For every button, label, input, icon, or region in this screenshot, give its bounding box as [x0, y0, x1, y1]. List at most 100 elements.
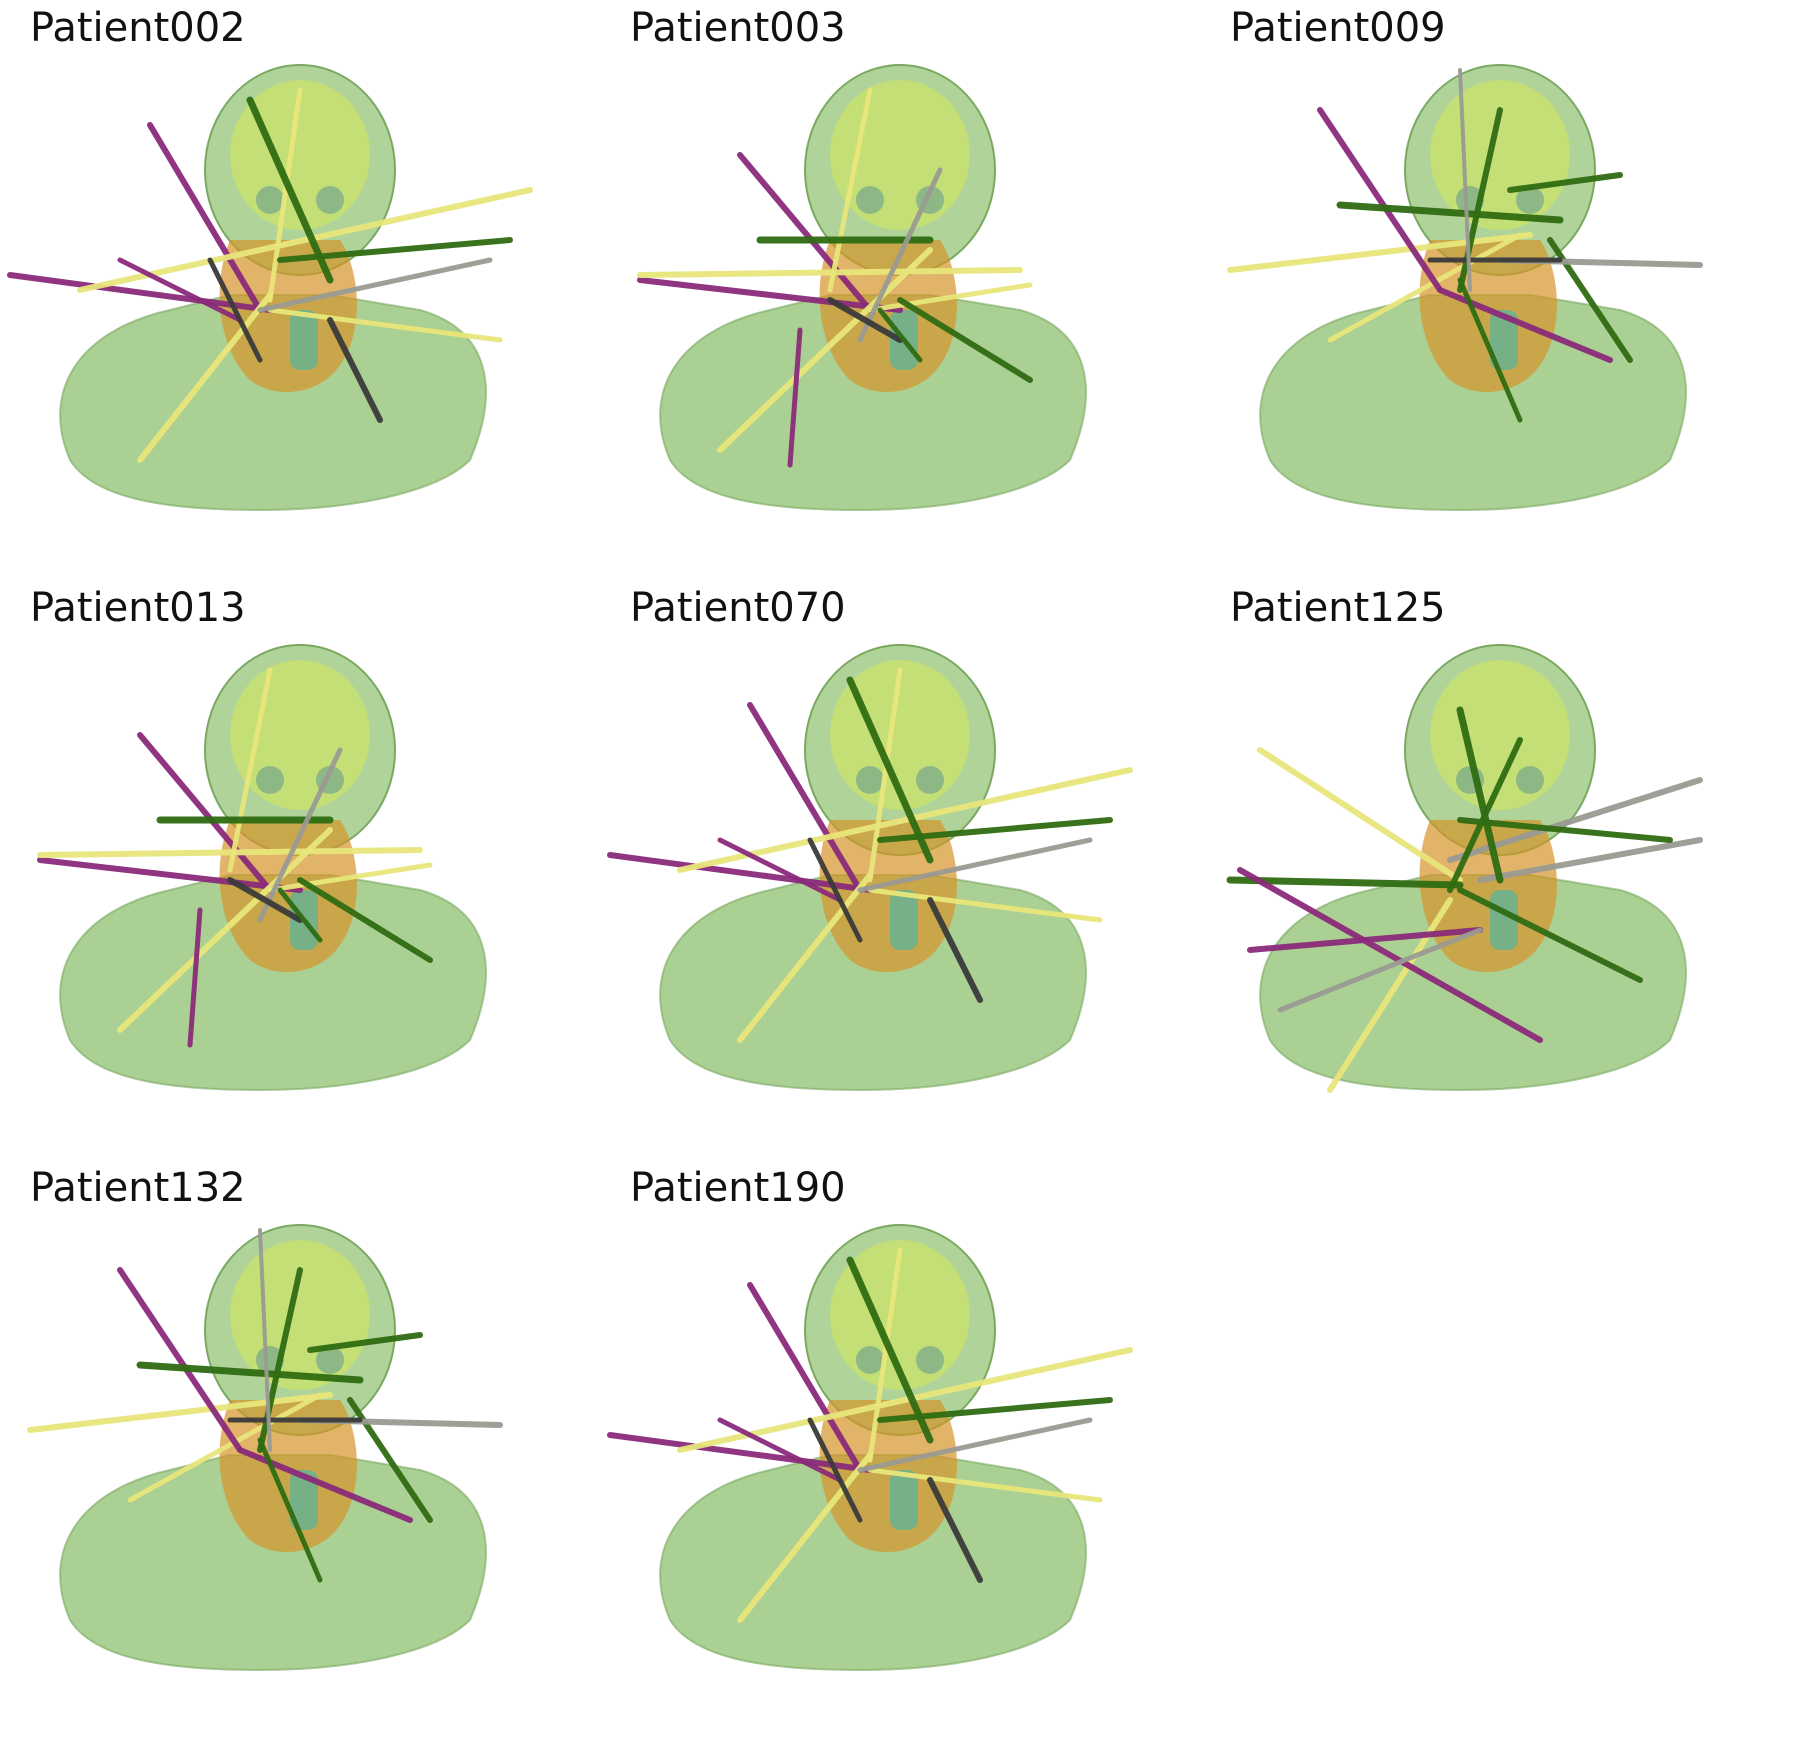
anatomy-render	[1226, 644, 1703, 1093]
skull-shape	[1430, 80, 1570, 230]
needle-line	[867, 1247, 903, 1463]
needle-line	[827, 87, 873, 293]
needle-line	[1457, 887, 1643, 983]
right-eye-shape	[316, 1346, 344, 1374]
skull-shape	[230, 1240, 370, 1390]
needle-line	[607, 1432, 873, 1473]
patient-panel: Patient002	[0, 0, 600, 580]
neck-organ-shape	[1419, 240, 1557, 392]
patient-panel: Patient125	[1200, 580, 1800, 1160]
needle-line	[257, 747, 343, 923]
needle-line	[717, 837, 843, 903]
neck-organ-shape	[219, 820, 357, 972]
neck-organ-shape	[819, 820, 957, 972]
anatomy-render	[637, 64, 1087, 512]
torso-shape	[59, 294, 487, 512]
needle-line	[867, 1467, 1103, 1503]
needle-line	[846, 676, 934, 864]
airway-shape	[290, 1470, 318, 1530]
right-eye-shape	[916, 766, 944, 794]
anatomy-render	[27, 1224, 503, 1672]
needle-line	[137, 732, 273, 893]
needle-line	[257, 257, 493, 313]
left-eye-shape	[856, 186, 884, 214]
needle-line	[857, 837, 1093, 893]
airway-shape	[290, 310, 318, 370]
needle-line	[846, 1256, 934, 1444]
needle-line	[1277, 927, 1483, 1013]
needle-line	[1336, 201, 1564, 224]
left-eye-shape	[856, 1346, 884, 1374]
needle-line	[227, 667, 273, 873]
needle-line	[807, 837, 863, 943]
left-eye-shape	[256, 186, 284, 214]
needle-line	[227, 877, 303, 923]
right-eye-shape	[1516, 186, 1544, 214]
needle-line	[637, 267, 1023, 278]
needle-line	[137, 292, 273, 463]
needle-line	[37, 847, 423, 858]
needle-line	[747, 702, 863, 893]
patient-panel: Patient070	[600, 580, 1200, 1160]
needle-line	[737, 152, 873, 313]
airway-shape	[890, 890, 918, 950]
needle-line	[857, 1417, 1093, 1473]
skull-shape	[830, 80, 970, 230]
neck-organ-shape	[819, 1400, 957, 1552]
right-eye-shape	[316, 186, 344, 214]
panel-title: Patient132	[30, 1165, 246, 1211]
needle-line	[37, 857, 303, 893]
needle-line	[1327, 232, 1523, 343]
needle-line	[147, 122, 263, 313]
needle-line	[117, 1267, 243, 1453]
needle-line	[1317, 107, 1443, 293]
skull-shape	[230, 660, 370, 810]
needle-line	[1226, 876, 1464, 889]
needle-line	[277, 887, 323, 943]
panel-title: Patient003	[630, 5, 846, 51]
panel-title: Patient125	[1230, 585, 1446, 631]
needle-line	[117, 827, 333, 1033]
needle-line	[257, 1437, 323, 1583]
needle-line	[877, 307, 923, 363]
needle-line	[1457, 817, 1673, 843]
airway-shape	[1490, 890, 1518, 950]
needle-line	[677, 1347, 1133, 1453]
needle-line	[327, 317, 383, 423]
needle-line	[136, 1361, 364, 1384]
anatomy-render	[7, 64, 533, 512]
patient-panel: Patient003	[600, 0, 1200, 580]
needle-line	[258, 1228, 272, 1452]
neck-organ-shape	[819, 240, 957, 392]
panel-title: Patient070	[630, 585, 846, 631]
anatomy-render	[607, 1224, 1133, 1672]
needle-line	[267, 87, 303, 303]
needle-line	[737, 1452, 873, 1623]
needle-line	[7, 272, 273, 313]
needle-line	[867, 282, 1033, 313]
neck-organ-shape	[219, 240, 357, 392]
airway-shape	[1490, 310, 1518, 370]
needle-line	[307, 1332, 423, 1353]
left-eye-shape	[256, 766, 284, 794]
anatomy-render	[607, 644, 1133, 1092]
needle-line	[207, 257, 263, 363]
patient-panel: Patient009	[1200, 0, 1800, 580]
needle-line	[927, 897, 983, 1003]
needle-line	[747, 1282, 863, 1473]
anatomy-render	[37, 644, 487, 1092]
needle-line	[117, 257, 243, 323]
needle-line	[1477, 837, 1703, 883]
panel-title: Patient190	[630, 1165, 846, 1211]
needle-line	[677, 767, 1133, 873]
needle-line	[857, 167, 943, 343]
needle-line	[246, 96, 334, 284]
needle-line	[637, 277, 903, 313]
torso-shape	[659, 1454, 1087, 1672]
neck-organ-shape	[219, 1400, 357, 1552]
needle-line	[807, 1417, 863, 1523]
needle-line	[927, 1477, 983, 1583]
needle-line	[127, 1392, 323, 1503]
needle-line	[787, 327, 803, 468]
right-eye-shape	[916, 1346, 944, 1374]
